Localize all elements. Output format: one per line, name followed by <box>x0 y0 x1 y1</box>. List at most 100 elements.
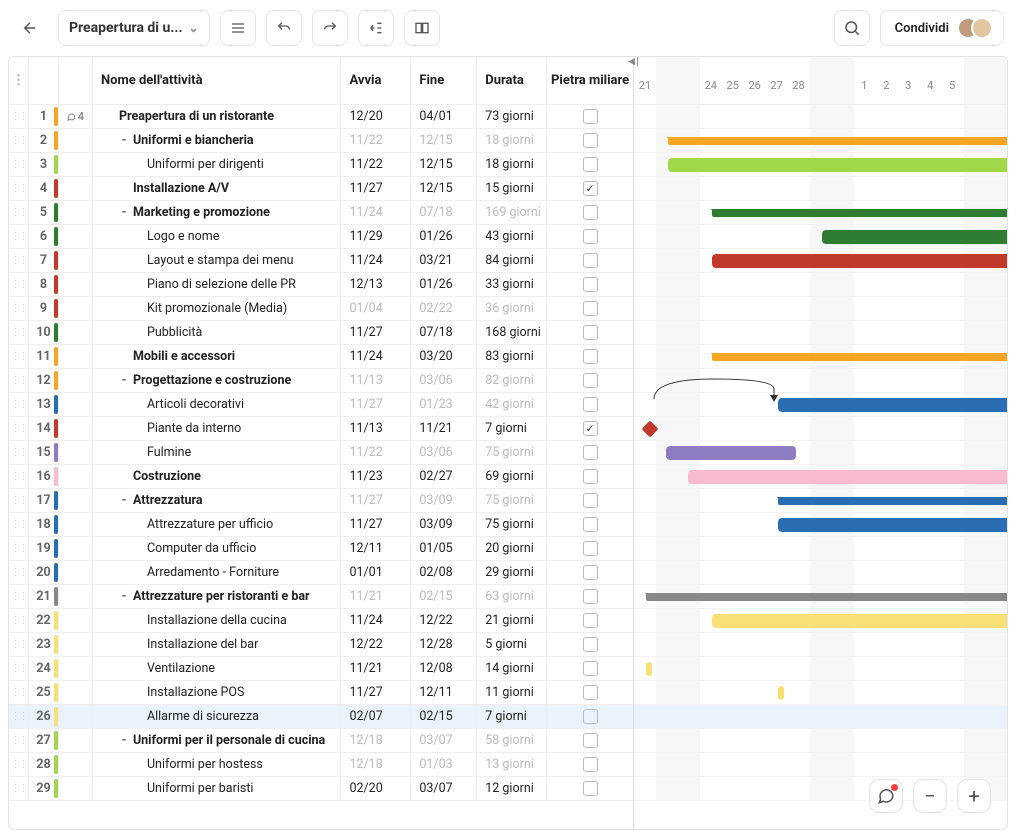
gantt-row[interactable] <box>634 561 1007 585</box>
task-name-cell[interactable]: Installazione del bar <box>93 633 342 656</box>
task-row[interactable]: ⋮⋮21-Attrezzature per ristoranti e bar11… <box>9 585 633 609</box>
task-row[interactable]: ⋮⋮6Logo e nome11/2901/2643 giorni <box>9 225 633 249</box>
milestone-cell[interactable] <box>547 537 633 560</box>
comment-cell[interactable] <box>59 705 93 728</box>
drag-handle[interactable]: ⋮⋮ <box>9 561 29 584</box>
milestone-cell[interactable] <box>547 393 633 416</box>
comment-cell[interactable] <box>59 129 93 152</box>
milestone-cell[interactable] <box>547 561 633 584</box>
task-row[interactable]: ⋮⋮14Piante da interno11/1311/217 giorni✓ <box>9 417 633 441</box>
duration[interactable]: 13 giorni <box>477 753 547 776</box>
task-name-cell[interactable]: Preapertura di un ristorante <box>93 105 342 128</box>
milestone-checkbox[interactable] <box>583 277 598 292</box>
milestone-checkbox[interactable] <box>583 349 598 364</box>
task-name-cell[interactable]: Computer da ufficio <box>93 537 342 560</box>
drag-handle[interactable]: ⋮⋮ <box>9 657 29 680</box>
gantt-row[interactable] <box>634 177 1007 201</box>
start-date[interactable]: 12/18 <box>341 729 411 752</box>
drag-handle[interactable]: ⋮⋮ <box>9 297 29 320</box>
task-name-cell[interactable]: Costruzione <box>93 465 342 488</box>
milestone-cell[interactable] <box>547 777 633 800</box>
milestone-checkbox[interactable] <box>583 469 598 484</box>
comment-cell[interactable] <box>59 249 93 272</box>
drag-handle[interactable]: ⋮⋮ <box>9 201 29 224</box>
col-milestone[interactable]: Pietra miliare <box>547 57 633 104</box>
task-name-cell[interactable]: Piante da interno <box>93 417 342 440</box>
gantt-row[interactable] <box>634 225 1007 249</box>
end-date[interactable]: 12/15 <box>411 177 477 200</box>
gantt-row[interactable] <box>634 537 1007 561</box>
end-date[interactable]: 03/09 <box>411 489 477 512</box>
duration[interactable]: 18 giorni <box>477 153 547 176</box>
comment-cell[interactable] <box>59 729 93 752</box>
milestone-cell[interactable] <box>547 345 633 368</box>
duration[interactable]: 83 giorni <box>477 345 547 368</box>
gantt-bar[interactable] <box>778 398 1007 412</box>
end-date[interactable]: 07/18 <box>411 321 477 344</box>
drag-handle[interactable]: ⋮⋮ <box>9 489 29 512</box>
duration[interactable]: 75 giorni <box>477 513 547 536</box>
task-name-cell[interactable]: Articoli decorativi <box>93 393 342 416</box>
drag-handle[interactable]: ⋮⋮ <box>9 129 29 152</box>
milestone-cell[interactable] <box>547 369 633 392</box>
milestone-cell[interactable]: ✓ <box>547 177 633 200</box>
comment-cell[interactable] <box>59 753 93 776</box>
drag-handle[interactable]: ⋮⋮ <box>9 345 29 368</box>
milestone-checkbox[interactable] <box>583 541 598 556</box>
milestone-checkbox[interactable] <box>583 445 598 460</box>
milestone-checkbox[interactable] <box>583 637 598 652</box>
task-name-cell[interactable]: Piano di selezione delle PR <box>93 273 342 296</box>
task-row[interactable]: ⋮⋮25Installazione POS11/2712/1111 giorni <box>9 681 633 705</box>
task-name-cell[interactable]: -Uniformi e biancheria <box>93 129 342 152</box>
duration[interactable]: 168 giorni <box>477 321 547 344</box>
end-date[interactable]: 12/28 <box>411 633 477 656</box>
gantt-row[interactable] <box>634 609 1007 633</box>
gantt-bar[interactable] <box>712 254 1007 268</box>
task-row[interactable]: ⋮⋮9Kit promozionale (Media)01/0402/2236 … <box>9 297 633 321</box>
end-date[interactable]: 01/26 <box>411 273 477 296</box>
comments-button[interactable] <box>869 779 903 813</box>
comment-cell[interactable] <box>59 297 93 320</box>
drag-handle[interactable]: ⋮⋮ <box>9 153 29 176</box>
comment-cell[interactable] <box>59 369 93 392</box>
duration[interactable]: 73 giorni <box>477 105 547 128</box>
task-name-cell[interactable]: Uniformi per baristi <box>93 777 342 800</box>
task-name-cell[interactable]: -Progettazione e costruzione <box>93 369 342 392</box>
gantt-row[interactable] <box>634 345 1007 369</box>
collapse-toggle[interactable]: - <box>119 733 129 748</box>
start-date[interactable]: 11/27 <box>341 681 411 704</box>
gantt-row[interactable] <box>634 729 1007 753</box>
milestone-cell[interactable] <box>547 297 633 320</box>
gantt-row[interactable] <box>634 201 1007 225</box>
end-date[interactable]: 12/15 <box>411 153 477 176</box>
drag-handle[interactable]: ⋮⋮ <box>9 609 29 632</box>
end-date[interactable]: 03/09 <box>411 513 477 536</box>
drag-handle[interactable]: ⋮⋮ <box>9 105 29 128</box>
duration[interactable]: 84 giorni <box>477 249 547 272</box>
milestone-cell[interactable] <box>547 657 633 680</box>
gantt-row[interactable] <box>634 153 1007 177</box>
task-row[interactable]: ⋮⋮26Allarme di sicurezza02/0702/157 gior… <box>9 705 633 729</box>
end-date[interactable]: 01/03 <box>411 753 477 776</box>
end-date[interactable]: 01/05 <box>411 537 477 560</box>
milestone-cell[interactable] <box>547 609 633 632</box>
drag-handle[interactable]: ⋮⋮ <box>9 585 29 608</box>
project-title-dropdown[interactable]: Preapertura di u... ⌄ <box>58 10 210 46</box>
menu-button[interactable] <box>220 10 256 46</box>
comment-cell[interactable] <box>59 657 93 680</box>
start-date[interactable]: 11/24 <box>341 609 411 632</box>
redo-button[interactable] <box>312 10 348 46</box>
duration[interactable]: 33 giorni <box>477 273 547 296</box>
task-name-cell[interactable]: Fulmine <box>93 441 342 464</box>
end-date[interactable]: 02/15 <box>411 585 477 608</box>
start-date[interactable]: 12/22 <box>341 633 411 656</box>
gantt-bar[interactable] <box>778 686 784 700</box>
duration[interactable]: 20 giorni <box>477 537 547 560</box>
comment-cell[interactable] <box>59 177 93 200</box>
comment-cell[interactable] <box>59 633 93 656</box>
task-name-cell[interactable]: -Attrezzature per ristoranti e bar <box>93 585 342 608</box>
task-name-cell[interactable]: Installazione POS <box>93 681 342 704</box>
comment-cell[interactable] <box>59 225 93 248</box>
gantt-bar[interactable] <box>668 137 1007 145</box>
end-date[interactable]: 02/22 <box>411 297 477 320</box>
